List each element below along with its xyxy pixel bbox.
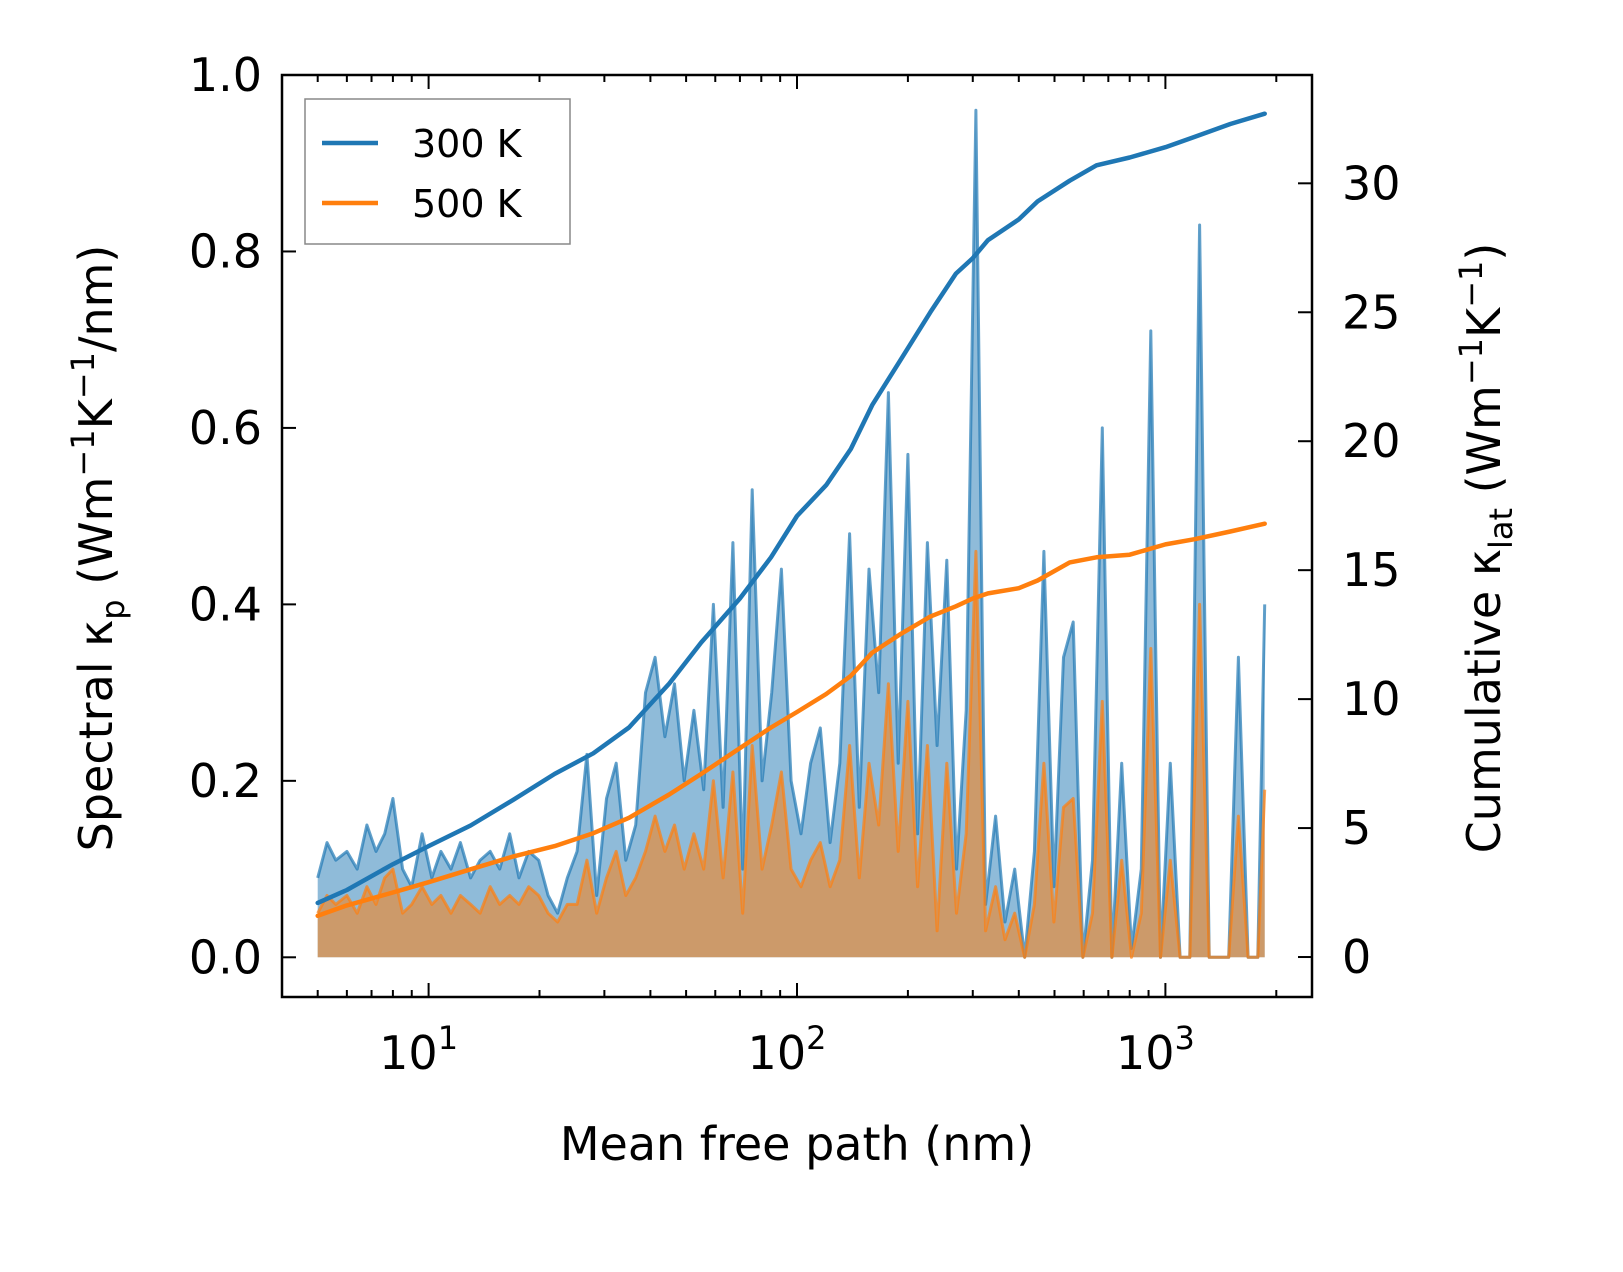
x-tick-label-base: 10 [748,1026,807,1080]
spectral-line-500k [316,549,1267,959]
axis-label-part-prefix: Spectral κ [69,620,123,852]
y-left-axis-label: Spectral κp (Wm−1K−1/nm) [64,245,132,852]
y-left-tick-label: 0.4 [189,577,262,631]
x-tick-label-exponent: 3 [1174,1019,1194,1057]
axes-group: 101 102 1030.00.20.40.60.81.0051015202530M… [64,48,1520,1171]
axis-label-part-sup2: −1 [1452,261,1490,308]
y-left-tick-label: 0.0 [189,930,262,984]
x-tick-label: 103 [1116,1019,1195,1080]
y-right-tick-label: 10 [1342,672,1401,726]
spectral-fill-group [316,108,1267,959]
cumulative-line-500k [315,521,1267,919]
axis-label-part-unit-mid: K [1457,306,1511,338]
axis-label-part-unit-open: (Wm [1457,385,1511,508]
legend-label: 500 K [412,182,523,226]
axis-label-part-unit-open: (Wm [69,477,123,600]
x-tick-label-base: 10 [379,1026,438,1080]
y-left-tick-label: 0.2 [189,754,262,808]
y-left-tick-label: 0.6 [189,401,262,455]
axis-label-part-sub: p [94,599,132,619]
y-left-tick-label: 1.0 [189,48,262,102]
y-right-tick-label: 15 [1342,543,1401,597]
axis-label-part-prefix: Cumulative κ [1457,549,1511,853]
axis-label-part-unit-close: /nm) [69,245,123,352]
legend-label: 300 K [412,122,523,166]
axis-label-part-unit-close: ) [1457,243,1511,261]
y-right-tick-label: 20 [1342,414,1401,468]
y-right-tick-label: 0 [1342,930,1371,984]
axis-label-part-sup1: −1 [1452,338,1490,385]
y-right-tick-label: 30 [1342,156,1401,210]
x-tick-label-exponent: 2 [806,1019,826,1057]
x-tick-label-base: 10 [1116,1026,1175,1080]
legend: 300 K 500 K [304,98,571,245]
data-line-group [315,111,1267,919]
spectral-area-500k [317,551,1265,958]
y-right-tick-label: 25 [1342,285,1401,339]
x-tick-label: 101 [379,1019,458,1080]
y-right-tick-label: 5 [1342,801,1371,855]
x-tick-label: 102 [748,1019,827,1080]
axis-label-part-unit-mid: K [69,397,123,429]
spectral-line-300k [316,108,1267,959]
cumulative-line-300k [315,111,1267,906]
axis-label-part-sup2: −1 [64,352,102,399]
x-axis-label: Mean free path (nm) [560,1117,1034,1171]
axis-label-part-sub: lat [1482,508,1520,549]
y-right-axis-label: Cumulative κlat (Wm−1K−1) [1452,243,1520,854]
legend-box [304,98,571,245]
y-left-tick-label: 0.8 [189,224,262,278]
axis-label-part-sup1: −1 [64,429,102,476]
x-tick-label-exponent: 1 [438,1019,458,1057]
